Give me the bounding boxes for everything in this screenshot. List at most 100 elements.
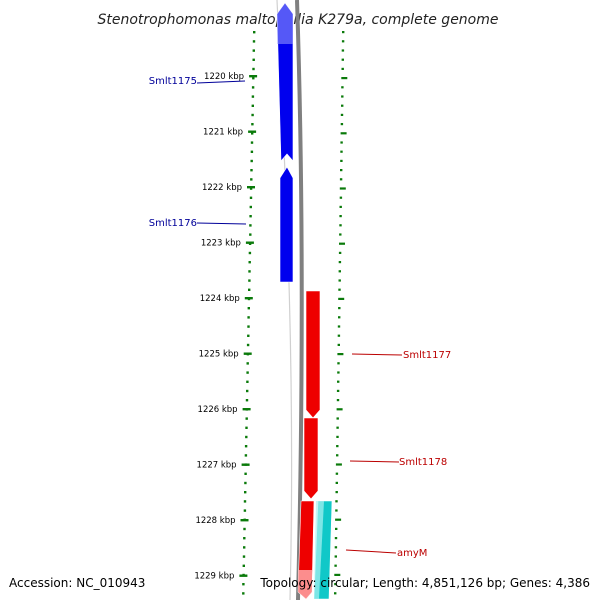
right-tick-dot bbox=[340, 150, 343, 153]
right-tick-dot bbox=[335, 527, 338, 530]
right-tick-dot bbox=[334, 564, 337, 567]
left-tick-dot bbox=[246, 380, 249, 383]
right-tick-dot bbox=[336, 435, 339, 438]
right-tick-dot bbox=[337, 353, 344, 356]
right-tick-dot bbox=[336, 454, 339, 457]
kbp-tick-label: 1224 kbp bbox=[200, 294, 240, 304]
left-tick-dot bbox=[248, 288, 251, 291]
right-tick-dot bbox=[335, 500, 338, 503]
kbp-tick-mark bbox=[239, 574, 248, 577]
left-tick-dot bbox=[252, 67, 255, 71]
kbp-tick-label: 1227 kbp bbox=[197, 461, 237, 471]
kbp-tick-label: 1220 kbp bbox=[204, 72, 244, 82]
left-tick-dot bbox=[243, 509, 247, 512]
smlt1178-connector bbox=[349, 460, 400, 463]
gene-label-smlt1178[interactable]: Smlt1178 bbox=[399, 457, 447, 468]
left-tick-dot bbox=[248, 279, 251, 282]
gene-smlt1176-arrow[interactable] bbox=[279, 166, 294, 283]
right-tick-dot bbox=[336, 417, 339, 420]
left-tick-dot bbox=[252, 49, 255, 52]
left-tick-dot bbox=[246, 343, 250, 347]
kbp-tick-label: 1228 kbp bbox=[195, 516, 235, 526]
gene-amym-highlight bbox=[314, 501, 324, 599]
left-tick-dot bbox=[246, 371, 249, 374]
right-tick-dot bbox=[340, 113, 344, 116]
accession-text: Accession: NC_010943 bbox=[9, 576, 145, 590]
left-tick-dot bbox=[251, 86, 255, 89]
left-tick-dot bbox=[248, 261, 251, 264]
right-tick-dot bbox=[335, 472, 339, 475]
right-tick-dot bbox=[338, 316, 341, 319]
right-tick-dot bbox=[337, 380, 340, 383]
kbp-tick-mark bbox=[245, 241, 254, 244]
right-tick-dot bbox=[335, 491, 338, 494]
right-tick-dot bbox=[334, 583, 337, 586]
right-tick-dot bbox=[339, 224, 342, 227]
right-tick-dot bbox=[340, 141, 343, 144]
right-tick-dot bbox=[339, 178, 343, 181]
right-tick-dot bbox=[339, 242, 345, 245]
smlt1177-connector bbox=[351, 353, 403, 356]
right-tick-dot bbox=[335, 463, 342, 466]
left-tick-dot bbox=[245, 399, 249, 402]
right-tick-dot bbox=[341, 40, 345, 43]
left-tick-ring bbox=[242, 31, 256, 595]
backbone-outer bbox=[295, 0, 304, 600]
left-tick-dot bbox=[251, 123, 254, 126]
left-tick-dot bbox=[249, 187, 253, 190]
right-tick-dot bbox=[341, 58, 344, 61]
left-tick-dot bbox=[244, 454, 248, 457]
gene-smlt1178-arrow[interactable] bbox=[303, 417, 319, 500]
gene-smlt1175-highlight bbox=[277, 3, 293, 44]
gene-label-smlt1176[interactable]: Smlt1176 bbox=[149, 218, 197, 229]
left-tick-dot bbox=[253, 31, 256, 34]
left-tick-dot bbox=[252, 40, 256, 43]
left-tick-dot bbox=[246, 389, 249, 393]
left-tick-dot bbox=[250, 159, 253, 163]
right-tick-dot bbox=[339, 187, 346, 190]
right-tick-dot bbox=[338, 288, 341, 291]
left-tick-dot bbox=[250, 141, 254, 144]
left-tick-dot bbox=[245, 426, 248, 429]
gene-label-smlt1175[interactable]: Smlt1175 bbox=[149, 76, 197, 87]
left-tick-dot bbox=[242, 555, 246, 558]
left-tick-dot bbox=[249, 196, 253, 199]
left-tick-dot bbox=[244, 445, 248, 448]
kbp-tick-mark bbox=[247, 186, 255, 189]
right-tick-dot bbox=[336, 426, 339, 429]
kbp-tick-label: 1223 kbp bbox=[201, 239, 241, 249]
right-tick-dot bbox=[335, 509, 338, 512]
left-tick-dot bbox=[249, 224, 252, 227]
left-tick-dot bbox=[244, 481, 247, 485]
left-tick-dot bbox=[243, 546, 246, 549]
right-tick-ring bbox=[334, 31, 348, 595]
right-tick-dot bbox=[341, 49, 345, 52]
left-tick-dot bbox=[247, 307, 250, 310]
gene-smlt1177-arrow[interactable] bbox=[305, 290, 321, 419]
right-tick-dot bbox=[340, 123, 344, 126]
left-tick-dot bbox=[247, 316, 250, 319]
right-tick-dot bbox=[336, 445, 339, 448]
left-tick-dot bbox=[247, 334, 250, 337]
right-tick-dot bbox=[337, 343, 340, 346]
right-tick-dot bbox=[335, 481, 338, 484]
right-tick-dot bbox=[337, 371, 340, 374]
left-tick-dot bbox=[251, 104, 254, 107]
smlt1175-connector bbox=[196, 80, 246, 84]
gene-label-amym[interactable]: amyM bbox=[397, 548, 427, 559]
gene-label-smlt1177[interactable]: Smlt1177 bbox=[403, 350, 451, 361]
left-tick-dot bbox=[242, 583, 245, 586]
right-tick-dot bbox=[338, 307, 341, 310]
right-tick-dot bbox=[338, 261, 342, 264]
left-tick-dot bbox=[251, 95, 255, 98]
right-tick-dot bbox=[339, 205, 342, 208]
right-tick-dot bbox=[338, 279, 341, 282]
right-tick-dot bbox=[336, 389, 340, 392]
right-tick-dot bbox=[335, 518, 342, 521]
left-tick-dot bbox=[244, 472, 247, 475]
left-tick-dot bbox=[249, 233, 252, 236]
kbp-tick-mark bbox=[248, 130, 257, 133]
right-tick-dot bbox=[334, 573, 341, 576]
right-tick-dot bbox=[338, 270, 341, 273]
left-tick-dot bbox=[245, 417, 248, 420]
